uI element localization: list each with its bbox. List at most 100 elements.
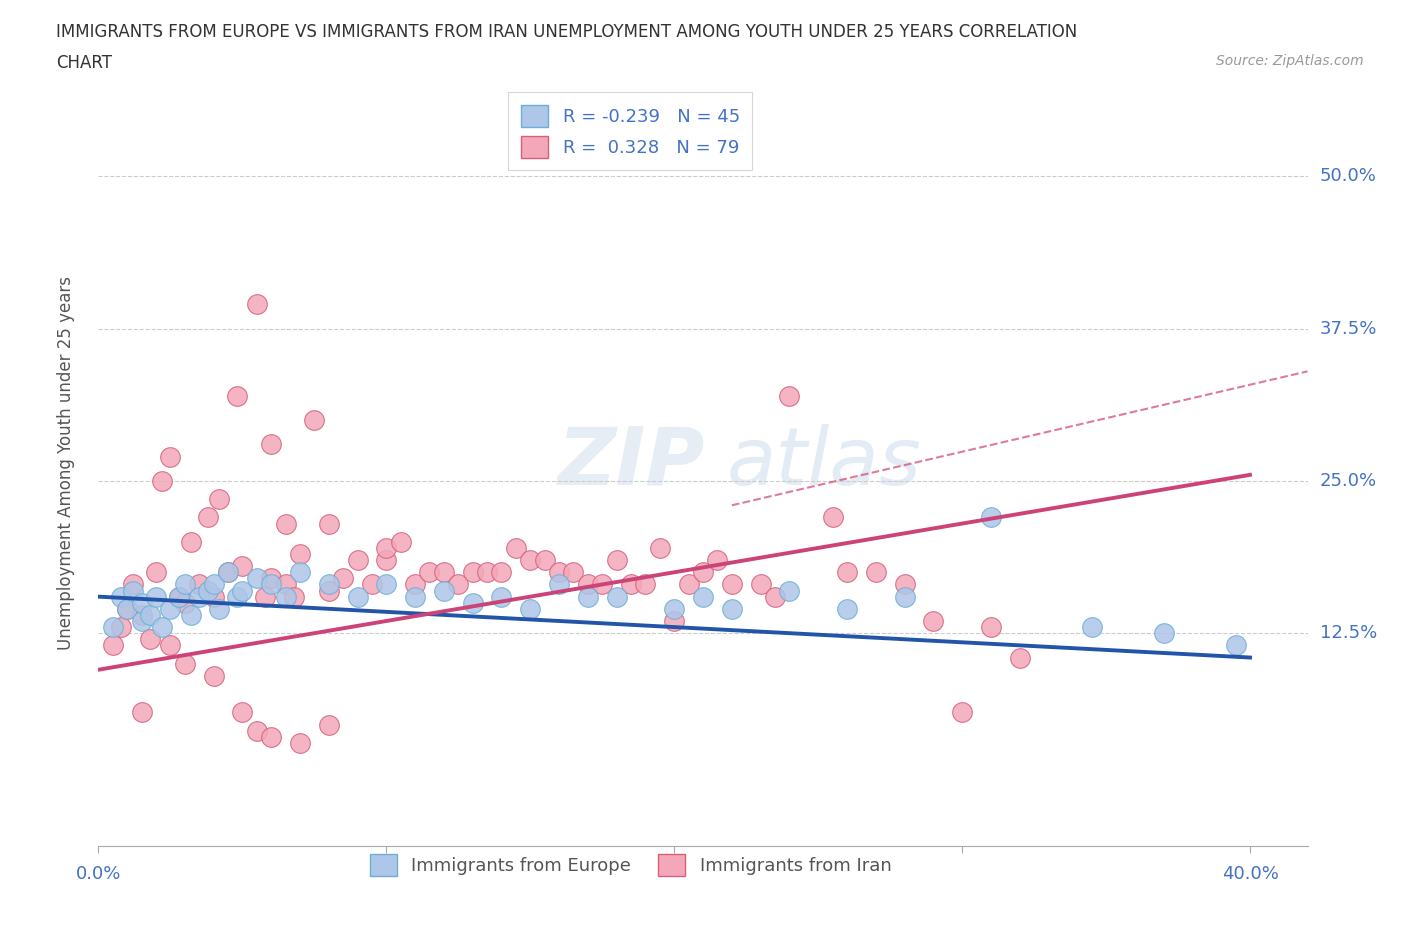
Point (197, 583, 219, 598)
Point (139, 631, 162, 646)
Point (404, 590, 426, 604)
Point (835, 602, 858, 617)
Point (548, 565, 571, 579)
Point (375, 540, 398, 555)
Point (519, 602, 541, 617)
Point (491, 590, 513, 604)
Text: CHART: CHART (56, 54, 112, 72)
Point (254, 590, 277, 604)
Point (208, 492, 231, 507)
Point (188, 590, 211, 604)
Point (893, 590, 915, 604)
Point (217, 565, 239, 579)
Point (922, 614, 945, 629)
Point (418, 565, 440, 579)
Point (763, 590, 786, 604)
Point (519, 552, 541, 567)
Point (562, 565, 585, 579)
Point (246, 571, 269, 586)
Point (318, 717, 340, 732)
Point (288, 547, 311, 562)
Point (980, 619, 1002, 634)
Text: 40.0%: 40.0% (1222, 865, 1278, 883)
Point (678, 577, 700, 591)
Point (1225, 638, 1247, 653)
Text: Source: ZipAtlas.com: Source: ZipAtlas.com (1216, 54, 1364, 68)
Point (475, 565, 498, 579)
Point (505, 540, 527, 555)
Point (145, 590, 167, 604)
Point (197, 510, 219, 525)
Point (274, 516, 297, 531)
Point (980, 510, 1002, 525)
Point (634, 577, 657, 591)
Y-axis label: Unemployment Among Youth under 25 years: Unemployment Among Youth under 25 years (56, 275, 75, 650)
Point (145, 565, 167, 579)
Point (173, 657, 195, 671)
Point (361, 577, 384, 591)
Point (332, 571, 354, 586)
Point (533, 552, 555, 567)
Point (288, 565, 311, 579)
Point (318, 583, 340, 598)
Point (115, 602, 138, 617)
Point (217, 565, 239, 579)
Point (778, 583, 800, 598)
Text: IMMIGRANTS FROM EUROPE VS IMMIGRANTS FROM IRAN UNEMPLOYMENT AMONG YOUTH UNDER 25: IMMIGRANTS FROM EUROPE VS IMMIGRANTS FRO… (56, 23, 1077, 41)
Point (433, 583, 456, 598)
Point (260, 729, 283, 744)
Point (548, 577, 571, 591)
Point (835, 565, 858, 579)
Point (461, 565, 484, 579)
Point (274, 577, 297, 591)
Point (139, 607, 162, 622)
Point (591, 577, 613, 591)
Point (821, 510, 844, 525)
Text: 37.5%: 37.5% (1320, 320, 1376, 338)
Point (122, 583, 145, 598)
Point (231, 705, 253, 720)
Point (274, 590, 297, 604)
Point (1080, 619, 1102, 634)
Text: 50.0%: 50.0% (1320, 167, 1376, 185)
Text: 25.0%: 25.0% (1320, 472, 1376, 490)
Point (620, 577, 643, 591)
Point (110, 590, 132, 604)
Point (180, 607, 202, 622)
Point (150, 619, 173, 634)
Point (346, 590, 368, 604)
Point (1008, 650, 1031, 665)
Point (131, 705, 153, 720)
Point (167, 590, 190, 604)
Point (576, 577, 599, 591)
Point (246, 297, 269, 312)
Point (720, 577, 742, 591)
Point (173, 577, 195, 591)
Point (865, 565, 887, 579)
Point (447, 577, 470, 591)
Point (461, 595, 484, 610)
Point (606, 552, 628, 567)
Point (664, 614, 686, 629)
Point (318, 516, 340, 531)
Point (433, 565, 456, 579)
Point (225, 590, 247, 604)
Point (389, 535, 412, 550)
Point (692, 565, 714, 579)
Point (188, 577, 211, 591)
Point (110, 619, 132, 634)
Text: 0.0%: 0.0% (76, 865, 121, 883)
Point (576, 590, 599, 604)
Point (950, 705, 973, 720)
Point (159, 449, 181, 464)
Point (648, 540, 671, 555)
Point (706, 552, 728, 567)
Point (606, 590, 628, 604)
Point (173, 595, 195, 610)
Point (283, 590, 305, 604)
Point (159, 602, 181, 617)
Point (893, 577, 915, 591)
Point (288, 736, 311, 751)
Point (375, 577, 398, 591)
Point (131, 595, 153, 610)
